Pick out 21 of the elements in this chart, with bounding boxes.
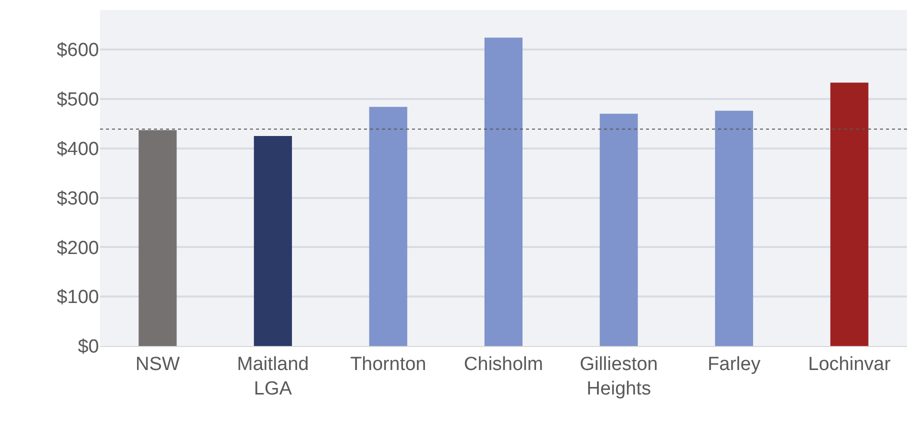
x-tick-label: Farley (708, 354, 761, 375)
bar (600, 114, 638, 346)
x-tick-label: Maitland LGA (237, 354, 309, 400)
bar (484, 38, 523, 346)
y-tick-label: $600 (56, 40, 99, 62)
y-tick-label: $200 (56, 238, 99, 259)
bar (254, 136, 292, 346)
y-tick-label: $100 (56, 287, 99, 308)
x-tick-label: Chisholm (464, 354, 544, 375)
y-tick-label: $0 (78, 336, 99, 358)
bar (715, 110, 754, 346)
x-tick-label: Gillieston Heights (580, 354, 658, 400)
y-tick-label: $500 (56, 90, 99, 111)
y-tick-label: $400 (56, 139, 99, 160)
bar (138, 130, 177, 346)
x-tick-label: Lochinvar (808, 354, 892, 375)
y-tick-label: $300 (56, 188, 99, 210)
x-tick-label: Thornton (350, 354, 426, 375)
bar (369, 106, 408, 346)
bar (830, 82, 868, 346)
x-tick-label: NSW (135, 354, 180, 375)
